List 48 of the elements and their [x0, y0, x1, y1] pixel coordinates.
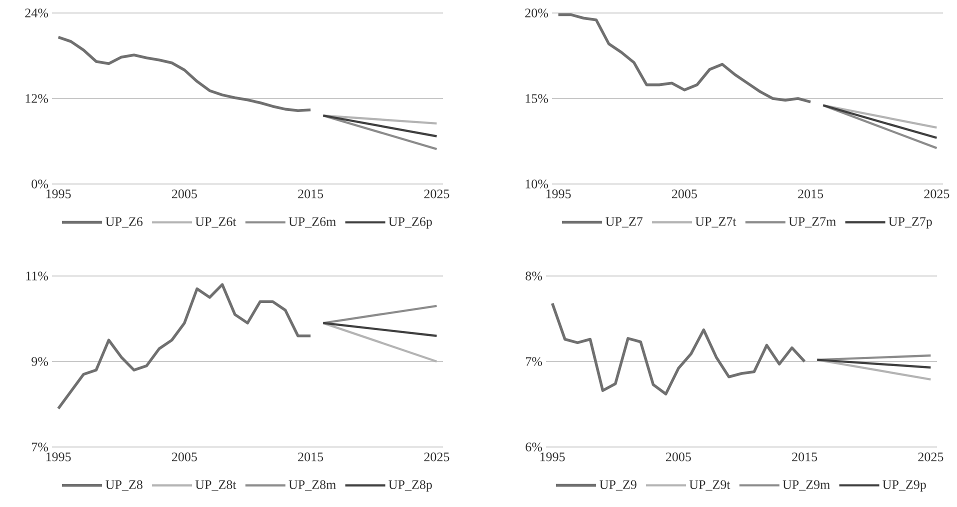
legend-label: UP_Z9p [882, 480, 926, 492]
y-tick-label: 10% [526, 180, 548, 188]
x-tick-label: 1995 [540, 452, 565, 462]
legend-label: UP_Z6 [106, 217, 143, 228]
legend-label: UP_Z7p [888, 217, 932, 229]
legend-label: UP_Z7m [788, 217, 836, 228]
x-tick-label: 2015 [298, 190, 324, 198]
x-tick-label: 2005 [172, 190, 197, 198]
y-tick-label: 7% [32, 442, 48, 452]
y-tick-label: 15% [526, 94, 548, 103]
legend-label: UP_Z6m [288, 217, 336, 228]
y-tick-label: 12% [26, 94, 48, 103]
y-tick-label: 24% [25, 8, 48, 18]
x-tick-label: 2025 [918, 452, 944, 462]
y-tick-label: 9% [32, 357, 48, 366]
x-tick-label: 2005 [672, 190, 697, 198]
legend-label: UP_Z6t [195, 217, 236, 228]
y-tick-label: 11% [26, 272, 48, 280]
legend-label: UP_Z9 [600, 480, 636, 491]
legend-label: UP_Z8m [288, 480, 336, 491]
legend-label: UP_Z9t [689, 480, 730, 491]
line-series [56, 283, 312, 410]
x-tick-label: 2015 [298, 452, 324, 462]
line-series [56, 36, 312, 112]
legend-label: UP_Z7t [695, 217, 736, 228]
y-tick-label: 7% [526, 357, 542, 366]
y-tick-label: 8% [526, 272, 542, 280]
x-tick-label: 1995 [46, 452, 71, 462]
x-tick-label: 1995 [546, 190, 571, 198]
line-series [550, 302, 806, 396]
x-tick-label: 2015 [792, 452, 818, 462]
x-tick-label: 2025 [424, 190, 450, 198]
x-tick-label: 2025 [924, 190, 950, 198]
y-tick-label: 20% [525, 8, 548, 18]
x-tick-label: 2015 [798, 190, 824, 198]
x-tick-label: 1995 [46, 190, 71, 198]
legend-label: UP_Z6p [388, 217, 432, 229]
legend-label: UP_Z9m [782, 480, 830, 491]
x-tick-label: 2005 [172, 452, 197, 462]
y-tick-label: 6% [526, 442, 542, 452]
legend-label: UP_Z8 [106, 480, 142, 491]
legend-label: UP_Z8t [195, 480, 236, 491]
legend-label: UP_Z8p [388, 480, 432, 492]
x-tick-label: 2025 [424, 452, 450, 462]
y-tick-label: 0% [32, 180, 48, 188]
x-tick-label: 2005 [666, 452, 691, 462]
legend-label: UP_Z7 [606, 217, 643, 228]
line-series [556, 13, 812, 104]
